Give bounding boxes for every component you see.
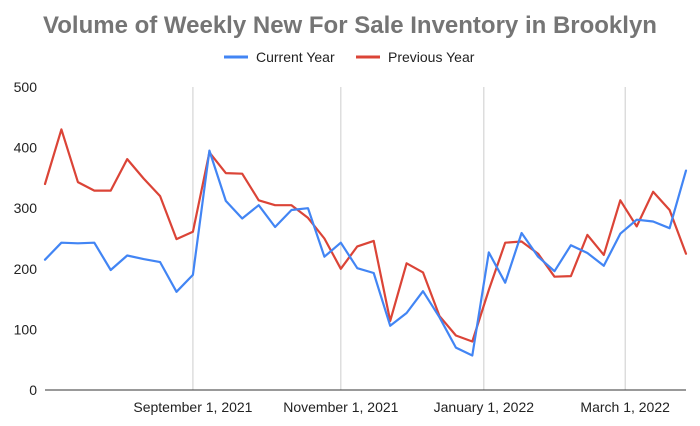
series-line-current-year [43,149,688,357]
legend-label-current-year: Current Year [256,49,335,65]
legend-label-previous-year: Previous Year [388,49,475,65]
grid-lines [192,87,626,390]
x-tick-label: March 1, 2022 [580,399,670,415]
series-line-previous-year [43,128,688,343]
y-tick-label: 200 [14,261,38,277]
chart-title: Volume of Weekly New For Sale Inventory … [43,12,657,39]
y-tick-label: 100 [14,321,38,337]
x-axis: September 1, 2021 November 1, 2021 January… [45,389,686,415]
y-axis: 0 100 200 300 400 500 [14,79,38,398]
x-tick-label: November 1, 2021 [283,399,398,415]
legend: Current Year Previous Year [224,49,475,65]
y-tick-label: 400 [14,140,38,156]
x-tick-label: September 1, 2021 [133,399,252,415]
y-tick-label: 300 [14,200,38,216]
y-tick-label: 0 [29,382,37,398]
x-tick-label: January 1, 2022 [434,399,535,415]
y-tick-label: 500 [14,79,38,95]
series-lines [43,128,688,357]
